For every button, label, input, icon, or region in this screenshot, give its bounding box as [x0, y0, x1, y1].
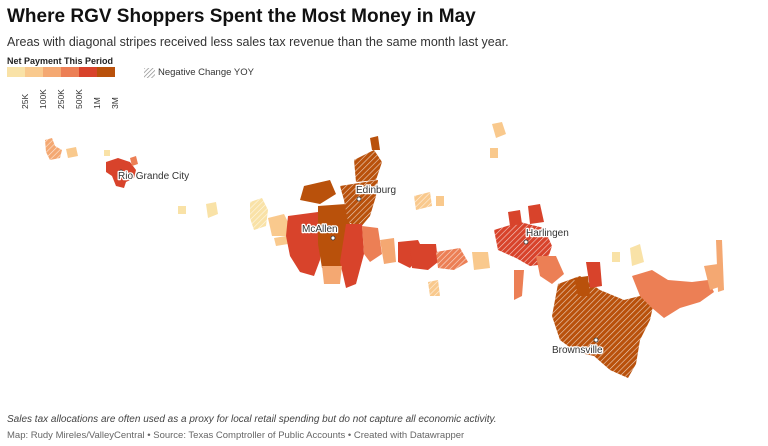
- city-label-mcallen: McAllen: [302, 224, 338, 235]
- area-lyford[interactable]: [490, 148, 498, 158]
- area-roma-2[interactable]: [66, 147, 78, 158]
- area-raymondville[interactable]: [492, 122, 506, 138]
- legend-tick-500k: 500K: [74, 89, 84, 109]
- chart-title: Where RGV Shoppers Spent the Most Money …: [7, 6, 476, 27]
- area-elsa-hatch[interactable]: [414, 192, 432, 210]
- credits: Map: Rudy Mireles/ValleyCentral • Source…: [7, 430, 465, 441]
- area-weslaco[interactable]: [410, 244, 438, 270]
- area-rio-grande-city-east[interactable]: [130, 156, 138, 166]
- area-rancho-viejo[interactable]: [574, 276, 590, 296]
- legend-swatch-6: [97, 67, 115, 77]
- footnote: Sales tax allocations are often used as …: [7, 414, 497, 425]
- negative-change-label: Negative Change YOY: [158, 67, 254, 78]
- area-indian-lake[interactable]: [612, 252, 620, 262]
- area-brownsville-hatch[interactable]: [552, 276, 654, 378]
- area-san-juan[interactable]: [362, 226, 382, 262]
- area-penitas[interactable]: [250, 198, 268, 230]
- area-mercedes-hatch[interactable]: [436, 248, 468, 270]
- city-dot-brownsville: [593, 337, 599, 343]
- negative-change-key: Negative Change YOY: [144, 67, 254, 78]
- city-dot-edinburg: [356, 196, 362, 202]
- area-edinburg-hatch[interactable]: [340, 180, 378, 228]
- area-south-padre[interactable]: [716, 240, 724, 292]
- area-mission[interactable]: [286, 212, 322, 276]
- area-roma[interactable]: [45, 138, 62, 160]
- legend-swatch-4: [61, 67, 79, 77]
- chart-subtitle: Areas with diagonal stripes received les…: [7, 35, 509, 49]
- city-dot-rio-grande-city: [118, 169, 124, 175]
- city-dot-mcallen: [330, 235, 336, 241]
- legend-swatch-5: [79, 67, 97, 77]
- area-edcouch[interactable]: [436, 196, 444, 206]
- area-los-fresnos[interactable]: [586, 262, 602, 288]
- city-label-rio-grande-city: Rio Grande City: [118, 171, 189, 182]
- city-dot-harlingen: [523, 239, 529, 245]
- city-label-brownsville: Brownsville: [552, 345, 603, 356]
- area-laguna-vista[interactable]: [632, 270, 714, 318]
- city-label-rio-grande-city-text: Rio Grande City: [118, 171, 189, 182]
- area-alamo[interactable]: [380, 238, 396, 264]
- area-la-villa[interactable]: [472, 252, 490, 270]
- area-salineno[interactable]: [104, 150, 110, 156]
- area-progreso-hatch[interactable]: [428, 280, 440, 296]
- area-san-benito[interactable]: [536, 256, 564, 284]
- area-mcallen-north[interactable]: [300, 180, 336, 204]
- legend-tick-250k: 250K: [56, 89, 66, 109]
- color-legend: [7, 67, 115, 77]
- area-primera[interactable]: [508, 210, 522, 226]
- area-la-joya[interactable]: [274, 236, 288, 246]
- area-north-edge[interactable]: [370, 136, 380, 150]
- rgv-map: Rio Grande City Edinburg McAllen Harling…: [45, 122, 724, 378]
- area-hidalgo[interactable]: [322, 266, 342, 284]
- legend-tick-1m: 1M: [92, 97, 102, 109]
- legend-tick-100k: 100K: [38, 89, 48, 109]
- legend-swatch-3: [43, 67, 61, 77]
- legend-swatch-1: [7, 67, 25, 77]
- area-la-grulla[interactable]: [178, 206, 186, 214]
- area-sullivan-city[interactable]: [206, 202, 218, 218]
- legend-swatch-2: [25, 67, 43, 77]
- area-port-mansfield[interactable]: [630, 244, 644, 266]
- area-pharr[interactable]: [340, 224, 364, 288]
- city-label-harlingen: Harlingen: [526, 228, 569, 239]
- area-combes[interactable]: [528, 204, 544, 224]
- area-santa-rosa[interactable]: [514, 270, 524, 300]
- legend-title: Net Payment This Period: [7, 56, 114, 66]
- area-palmview[interactable]: [268, 214, 290, 236]
- legend-tick-25k: 25K: [20, 93, 30, 109]
- city-label-edinburg: Edinburg: [356, 185, 396, 196]
- area-edinburg-north-hatch[interactable]: [354, 150, 382, 182]
- hatch-swatch-icon: [144, 67, 155, 78]
- area-harlingen-hatch[interactable]: [494, 222, 552, 266]
- legend-tick-3m: 3M: [110, 97, 120, 109]
